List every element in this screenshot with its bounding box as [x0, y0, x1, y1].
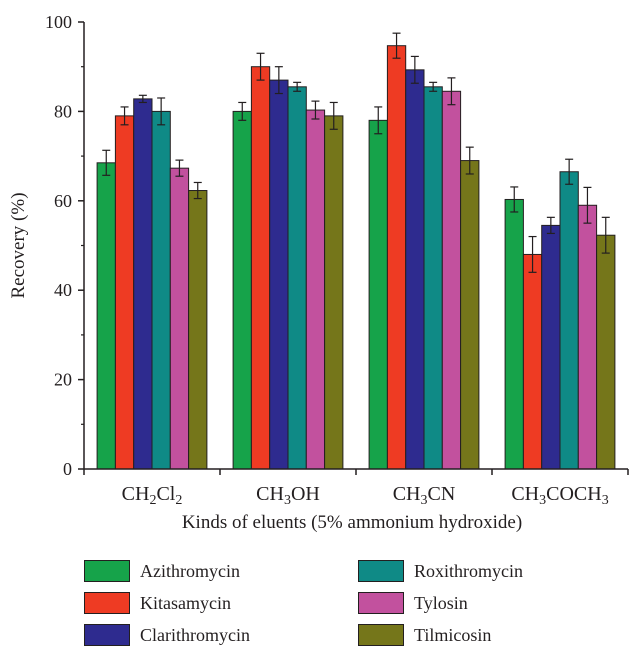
y-tick-label-5: 100: [45, 12, 72, 32]
legend-swatch-azithromycin: [84, 560, 130, 582]
bar-clarithromycin-2: [405, 69, 425, 470]
bar-azithromycin-1: [232, 110, 252, 470]
y-tick-label-4: 80: [54, 101, 72, 121]
bar-roxithromycin-0: [151, 110, 171, 470]
legend-item-azithromycin: Azithromycin: [84, 558, 240, 584]
legend-item-roxithromycin: Roxithromycin: [358, 558, 523, 584]
bar-tilmicosin-1: [324, 115, 344, 470]
bar-tylosin-1: [305, 109, 326, 470]
legend-item-tylosin: Tylosin: [358, 590, 468, 616]
bar-kitasamycin-0: [114, 115, 135, 470]
bar-tilmicosin-0: [188, 190, 208, 470]
x-tick-label-0: CH2Cl2: [122, 483, 183, 508]
legend: Azithromycin Kitasamycin Clarithromycin …: [84, 558, 604, 648]
y-tick-label-0: 0: [63, 459, 72, 479]
legend-label-kitasamycin: Kitasamycin: [140, 592, 231, 613]
bar-tylosin-2: [441, 90, 462, 470]
legend-label-tylosin: Tylosin: [414, 592, 468, 613]
bar-kitasamycin-3: [522, 253, 543, 470]
bar-tylosin-3: [577, 204, 598, 470]
bar-roxithromycin-1: [287, 86, 307, 470]
legend-label-clarithromycin: Clarithromycin: [140, 624, 250, 645]
legend-swatch-roxithromycin: [358, 560, 404, 582]
x-axis-title: Kinds of eluents (5% ammonium hydroxide): [182, 512, 522, 533]
x-tick-label-3: CH3COCH3: [511, 483, 608, 508]
legend-item-clarithromycin: Clarithromycin: [84, 622, 250, 648]
legend-label-azithromycin: Azithromycin: [140, 560, 240, 581]
bar-clarithromycin-1: [269, 79, 289, 470]
bar-roxithromycin-3: [559, 171, 579, 470]
legend-swatch-clarithromycin: [84, 624, 130, 646]
legend-label-roxithromycin: Roxithromycin: [414, 560, 523, 581]
bar-tilmicosin-2: [460, 160, 480, 470]
bar-clarithromycin-0: [133, 98, 153, 470]
bar-azithromycin-3: [504, 198, 524, 470]
x-tick-label-2: CH3CN: [393, 483, 456, 508]
bar-roxithromycin-2: [423, 86, 443, 470]
legend-item-kitasamycin: Kitasamycin: [84, 590, 231, 616]
legend-swatch-kitasamycin: [84, 592, 130, 614]
bar-kitasamycin-2: [386, 45, 407, 470]
y-tick-label-1: 20: [54, 370, 72, 390]
legend-swatch-tylosin: [358, 592, 404, 614]
bar-tilmicosin-3: [596, 234, 616, 470]
y-tick-label-3: 60: [54, 191, 72, 211]
bar-clarithromycin-3: [541, 224, 561, 470]
legend-swatch-tilmicosin: [358, 624, 404, 646]
bar-kitasamycin-1: [250, 66, 271, 470]
y-axis-title: Recovery (%): [8, 192, 29, 298]
y-tick-label-2: 40: [54, 280, 72, 300]
legend-label-tilmicosin: Tilmicosin: [414, 624, 492, 645]
bar-azithromycin-2: [368, 119, 388, 470]
bar-azithromycin-0: [96, 162, 116, 470]
x-tick-label-1: CH3OH: [256, 483, 320, 508]
bar-tylosin-0: [169, 167, 190, 470]
bar-chart: 0 20 40 60 80 100 CH2Cl2 CH3OH CH3CN CH3COCH3 Kind…: [8, 12, 629, 533]
legend-item-tilmicosin: Tilmicosin: [358, 622, 491, 648]
